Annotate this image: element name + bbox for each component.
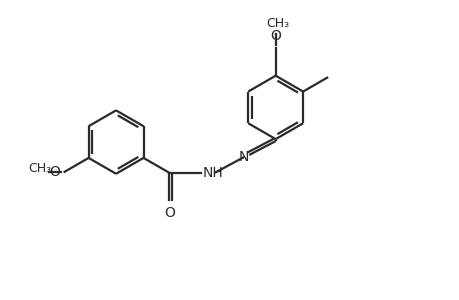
Text: O: O	[50, 165, 61, 179]
Text: CH₃: CH₃	[266, 17, 289, 30]
Text: O: O	[163, 206, 174, 220]
Text: O: O	[270, 29, 280, 43]
Text: CH₃: CH₃	[28, 162, 51, 175]
Text: N: N	[239, 150, 249, 164]
Text: NH: NH	[202, 166, 223, 180]
